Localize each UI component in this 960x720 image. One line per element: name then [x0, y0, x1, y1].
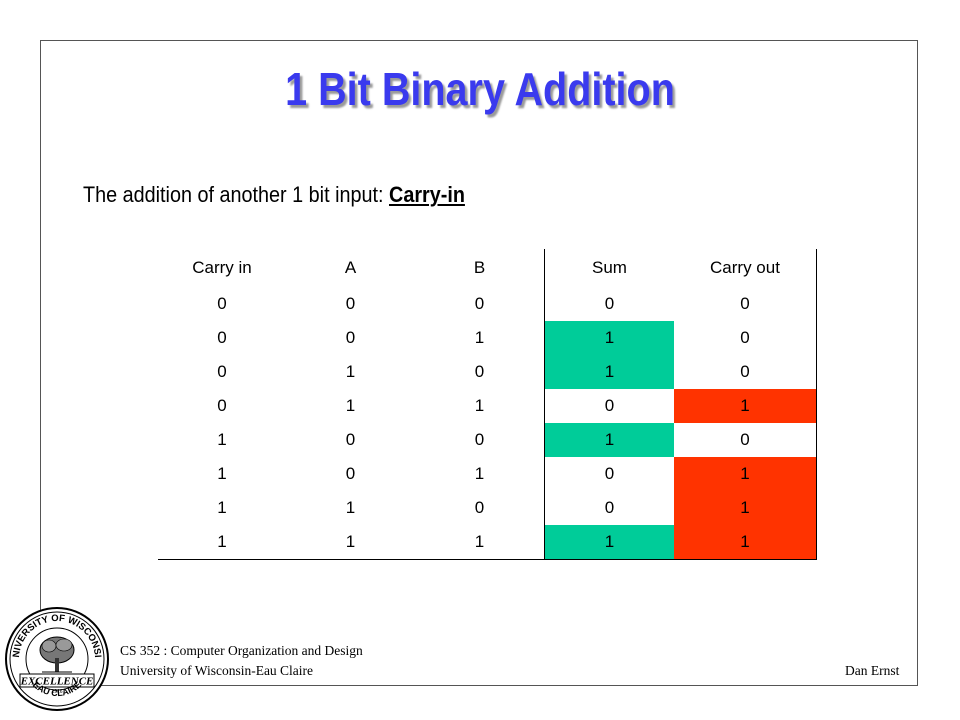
cell-carry-in: 1: [158, 525, 286, 560]
cell-carry-in: 0: [217, 294, 227, 313]
cell-b: 1: [474, 464, 485, 483]
cell-carry-in: 1: [217, 498, 227, 517]
cell-a: 1: [345, 362, 356, 381]
cell-a: 0: [345, 430, 356, 449]
cell-b: 1: [474, 396, 485, 415]
cell-sum: 0: [544, 457, 674, 491]
cell-carry-in: 1: [217, 464, 227, 483]
cell-carry-out: 1: [674, 525, 817, 560]
cell-sum: 1: [544, 321, 674, 355]
cell-sum: 0: [544, 287, 674, 321]
cell-carry-out: 0: [674, 423, 817, 457]
cell-a: 1: [345, 498, 356, 517]
header-a: A: [344, 258, 357, 277]
header-sum: Sum: [544, 249, 674, 287]
footer-university: University of Wisconsin-Eau Claire: [120, 663, 314, 678]
slide-title: 1 Bit Binary Addition: [285, 63, 675, 115]
table-header-row: Carry in A B Sum Carry out: [158, 249, 817, 287]
subtitle-text: The addition of another 1 bit input:: [83, 182, 390, 207]
cell-b: 1: [474, 328, 485, 347]
cell-b: 0: [474, 430, 485, 449]
cell-carry-in: 0: [217, 328, 227, 347]
cell-carry-in: 1: [217, 430, 227, 449]
cell-sum: 1: [544, 423, 674, 457]
cell-b: 0: [474, 498, 485, 517]
cell-a: 0: [345, 464, 356, 483]
cell-sum: 0: [544, 491, 674, 525]
cell-carry-in: 0: [217, 396, 227, 415]
cell-carry-in: 0: [217, 362, 227, 381]
subtitle-keyword: Carry-in: [389, 182, 465, 207]
cell-b: 0: [474, 362, 485, 381]
slide-subtitle: The addition of another 1 bit input: Car…: [83, 182, 465, 208]
cell-b: 0: [474, 294, 485, 313]
svg-text:EXCELLENCE: EXCELLENCE: [20, 676, 94, 688]
cell-carry-out: 1: [674, 389, 817, 423]
cell-carry-out: 1: [674, 457, 817, 491]
cell-a: 0: [345, 294, 356, 313]
footer-course: CS 352 : Computer Organization and Desig…: [120, 643, 363, 658]
cell-sum: 0: [544, 389, 674, 423]
cell-carry-out: 0: [674, 321, 817, 355]
cell-carry-out: 1: [674, 491, 817, 525]
cell-b: 1: [415, 525, 545, 560]
cell-carry-out: 0: [674, 355, 817, 389]
cell-a: 0: [345, 328, 356, 347]
cell-sum: 1: [544, 525, 674, 560]
cell-carry-out: 0: [674, 287, 817, 321]
university-seal-icon: UNIVERSITY OF WISCONSIN EXCELLENCE 1916 …: [4, 606, 109, 711]
slide-frame: [40, 40, 918, 686]
cell-sum: 1: [544, 355, 674, 389]
cell-a: 1: [286, 525, 415, 560]
header-carry-in: Carry in: [192, 258, 252, 277]
cell-a: 1: [345, 396, 356, 415]
footer-author: Dan Ernst: [845, 663, 900, 678]
svg-text:1916: 1916: [51, 689, 62, 695]
header-carry-out: Carry out: [674, 249, 817, 287]
header-b: B: [473, 258, 486, 277]
